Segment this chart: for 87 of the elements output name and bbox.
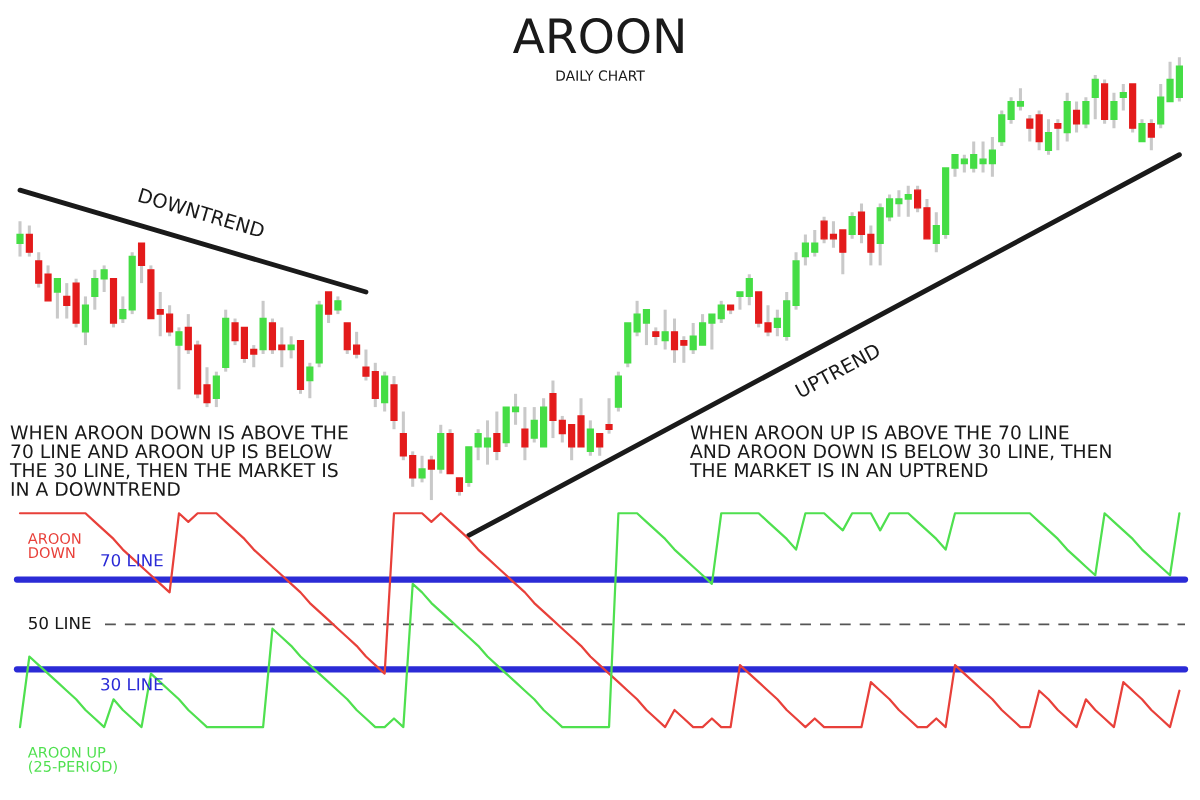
candlestick (586, 420, 594, 456)
candlestick (119, 296, 127, 323)
candlestick (474, 429, 482, 462)
candlestick (1072, 101, 1081, 133)
candlestick (1044, 119, 1053, 155)
candlestick (63, 283, 71, 319)
candlestick (839, 229, 847, 275)
candlestick (212, 371, 220, 408)
candlestick (979, 141, 987, 173)
chart-title: AROON (512, 17, 683, 54)
candlestick (932, 212, 940, 254)
candlestick (1091, 75, 1099, 120)
candlestick (1054, 119, 1062, 151)
candlestick (137, 242, 146, 285)
candlestick (895, 190, 903, 217)
candlestick (306, 361, 314, 400)
candlestick (680, 336, 688, 363)
text: DAILY CHART (556, 70, 645, 81)
candlestick (661, 309, 669, 350)
candlestick (773, 309, 781, 337)
candlestick (820, 216, 828, 244)
series-label: AROON UP (25-PERIOD) (27, 746, 117, 774)
candlestick (829, 221, 838, 248)
candlestick (558, 415, 566, 443)
candlestick (1082, 97, 1090, 130)
candlestick (530, 407, 538, 443)
candlestick (857, 203, 866, 244)
candlestick (1007, 97, 1015, 124)
candlestick (1166, 61, 1174, 103)
ref-line-label: 50 LINE (29, 616, 91, 630)
candlestick (362, 349, 370, 381)
candlestick (1026, 114, 1034, 142)
candlestick (951, 154, 959, 177)
candlestick (184, 314, 192, 354)
candlestick (16, 221, 24, 257)
candlestick (867, 225, 875, 266)
candlestick (166, 305, 174, 337)
candlestick (511, 392, 520, 425)
candlestick (708, 313, 716, 350)
candlestick (745, 274, 753, 306)
candlestick (689, 322, 697, 354)
candlestick (324, 291, 333, 323)
candlestick (988, 137, 996, 177)
candlestick (287, 336, 295, 359)
candlestick (642, 308, 651, 346)
candlestick (698, 314, 707, 346)
candlestick (418, 454, 426, 483)
candlestick (100, 265, 108, 292)
candlestick (914, 185, 922, 213)
candlestick (605, 398, 613, 434)
candlestick (811, 230, 819, 257)
candlestick (970, 141, 978, 173)
candlestick (1138, 119, 1146, 143)
candlestick (483, 420, 492, 465)
candlestick (231, 318, 239, 346)
candlestick (353, 330, 361, 359)
candlestick (904, 185, 912, 217)
candlestick (409, 451, 417, 487)
candlestick (764, 305, 772, 337)
candlestick (670, 318, 679, 363)
annotation: WHEN AROON UP IS ABOVE THE 70 LINE AND AROON DOWN IS BELOW 30 LINE, THEN THE MARKET IS IN AN UPTREND (689, 425, 1111, 478)
candlestick (250, 345, 258, 368)
candlestick (1016, 88, 1025, 111)
candlestick (156, 291, 164, 337)
candlestick (717, 299, 725, 323)
candlestick (1147, 119, 1155, 151)
candlestick (521, 407, 529, 462)
candlestick (801, 234, 809, 266)
candlestick (1110, 92, 1118, 130)
candlestick (427, 454, 435, 501)
candlestick (175, 327, 183, 390)
candlestick (35, 252, 43, 288)
candlestick (596, 432, 604, 456)
candlestick (53, 278, 61, 319)
series-label: AROON DOWN (27, 532, 81, 559)
candlestick (493, 411, 501, 462)
candlestick (25, 225, 33, 257)
candlestick (91, 268, 99, 310)
candlestick (1119, 83, 1127, 111)
annotation: WHEN AROON DOWN IS ABOVE THE 70 LINE AND AROON UP IS BELOW THE 30 LINE, THEN THE MARKET IS IN A DOWNTREND (9, 425, 348, 497)
candlestick (885, 194, 894, 223)
candlestick (568, 424, 576, 462)
candlestick (633, 299, 641, 337)
candlestick (848, 212, 856, 239)
candlestick (278, 327, 286, 368)
candlestick (399, 411, 407, 462)
candlestick (203, 367, 211, 408)
